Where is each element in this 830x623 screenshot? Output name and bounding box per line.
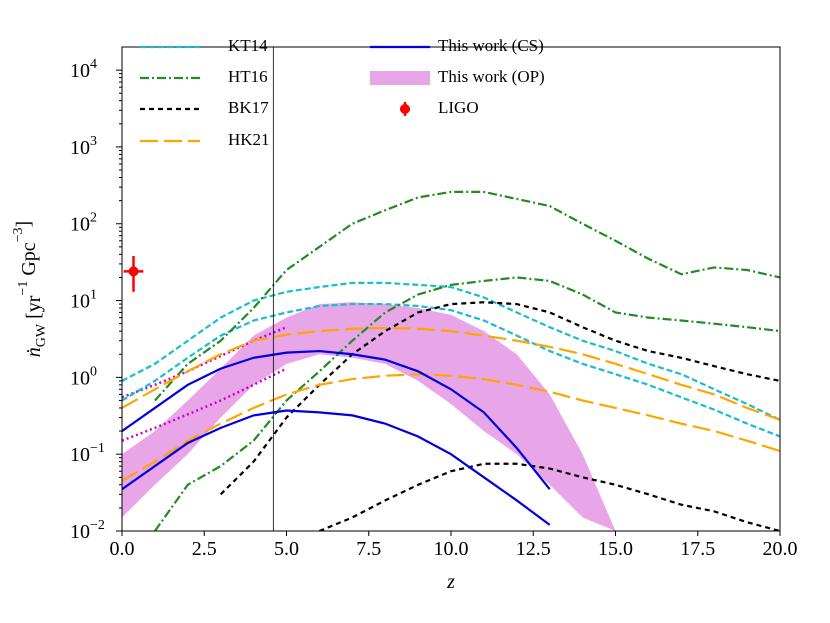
y-tick-label: 104 bbox=[70, 57, 97, 82]
series-line bbox=[154, 276, 780, 531]
y-tick-base: 10 bbox=[70, 137, 90, 159]
y-axis-label: ṅGW [yr−1 Gpc−3] bbox=[11, 221, 49, 357]
y-label-part: −3 bbox=[11, 227, 26, 242]
frame bbox=[121, 46, 781, 532]
x-tick-label: 20.0 bbox=[763, 538, 798, 560]
x-tick-label: 2.5 bbox=[192, 538, 217, 560]
y-tick-label: 100 bbox=[70, 364, 97, 389]
y-label-part: GW bbox=[34, 323, 49, 347]
y-tick-exp: 1 bbox=[90, 288, 97, 303]
y-label-part: ṅ bbox=[23, 347, 45, 357]
series-line bbox=[122, 349, 551, 490]
y-label-part: Gpc bbox=[18, 242, 40, 280]
x-tick-label: 15.0 bbox=[598, 538, 633, 560]
y-tick-label: 103 bbox=[70, 134, 97, 159]
y-tick-label: 101 bbox=[70, 288, 97, 313]
x-axis-label: z bbox=[446, 571, 455, 593]
series-line bbox=[154, 190, 780, 402]
legend-ligo-dot bbox=[400, 104, 410, 114]
y-tick-base: 10 bbox=[70, 214, 90, 236]
legend-swatch bbox=[370, 71, 430, 85]
legend-label: This work (CS) bbox=[438, 36, 544, 55]
legend-label: HT16 bbox=[228, 67, 268, 86]
x-tick-label: 7.5 bbox=[356, 538, 381, 560]
y-tick-exp: 4 bbox=[90, 57, 97, 72]
series-line bbox=[219, 301, 780, 496]
legend-label: BK17 bbox=[228, 98, 269, 117]
x-tick-label: 17.5 bbox=[680, 538, 715, 560]
y-tick-exp: −1 bbox=[90, 441, 105, 456]
legend-label: LIGO bbox=[438, 98, 479, 117]
x-tick-label: 10.0 bbox=[434, 538, 469, 560]
legend-label: KT14 bbox=[228, 36, 268, 55]
series-line bbox=[122, 409, 551, 526]
y-tick-base: 10 bbox=[70, 60, 90, 82]
y-tick-exp: 0 bbox=[90, 364, 97, 379]
y-label-part: [yr bbox=[23, 295, 45, 324]
series-line bbox=[122, 281, 780, 421]
plot-area bbox=[122, 47, 780, 531]
x-tick-label: 12.5 bbox=[516, 538, 551, 560]
x-tick-label: 5.0 bbox=[274, 538, 299, 560]
y-tick-exp: −2 bbox=[90, 518, 105, 533]
x-tick-label: 0.0 bbox=[110, 538, 135, 560]
y-tick-label: 10−1 bbox=[70, 441, 105, 466]
series-line bbox=[122, 326, 780, 421]
y-tick-base: 10 bbox=[70, 291, 90, 313]
band bbox=[122, 302, 616, 531]
y-tick-base: 10 bbox=[70, 521, 90, 543]
y-tick-label: 10−2 bbox=[70, 518, 105, 543]
legend-label: This work (OP) bbox=[438, 67, 545, 86]
ligo-point bbox=[128, 266, 139, 277]
legend-label: HK21 bbox=[228, 130, 270, 149]
y-tick-base: 10 bbox=[70, 444, 90, 466]
y-label-part: ] bbox=[13, 221, 35, 228]
y-tick-exp: 2 bbox=[90, 211, 97, 226]
series-line bbox=[122, 373, 780, 482]
series-line bbox=[318, 462, 780, 531]
y-tick-label: 102 bbox=[70, 211, 97, 236]
y-tick-base: 10 bbox=[70, 367, 90, 389]
y-label-part: −1 bbox=[16, 281, 31, 296]
y-tick-exp: 3 bbox=[90, 134, 97, 149]
